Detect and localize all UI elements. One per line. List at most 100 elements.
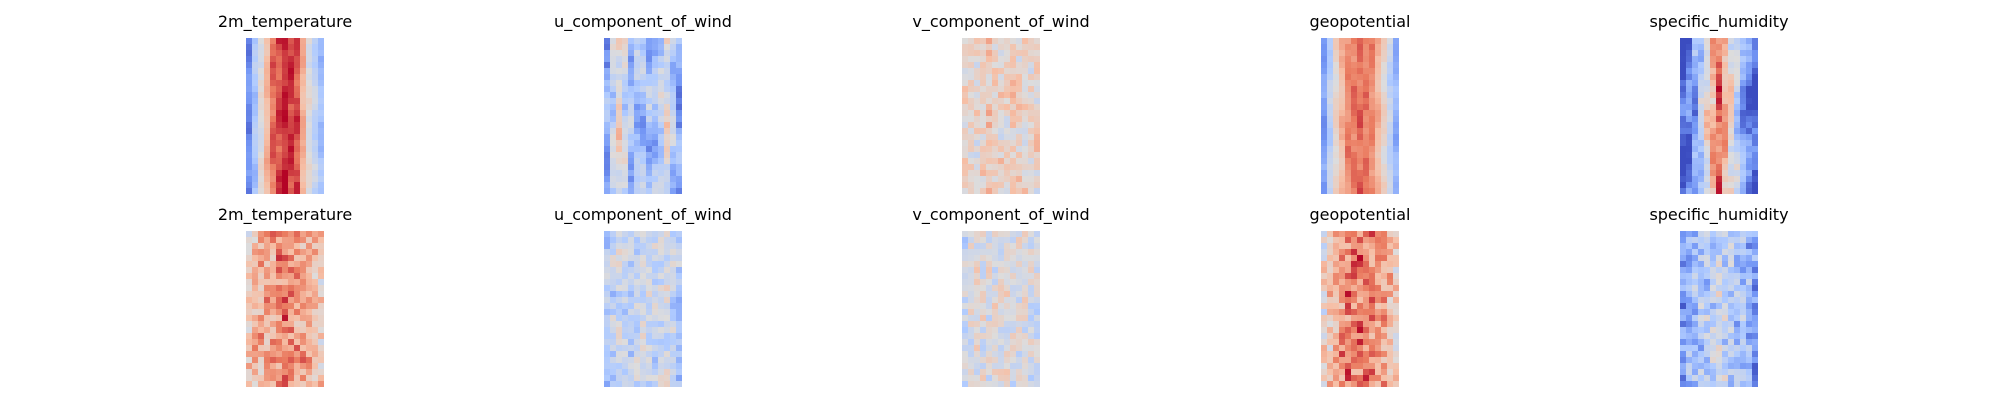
- heatmap-cell: [1351, 237, 1358, 244]
- heatmap-cell: [282, 297, 289, 304]
- heatmap-cell: [1327, 315, 1334, 322]
- heatmap-cell: [1327, 243, 1334, 250]
- panel-title: u_component_of_wind: [554, 205, 732, 224]
- heatmap-cell: [610, 237, 617, 244]
- heatmap-cell: [282, 50, 289, 57]
- heatmap-cell: [1387, 303, 1394, 310]
- heatmap-cell: [986, 116, 993, 123]
- heatmap-cell: [294, 128, 301, 135]
- heatmap-cell: [1698, 327, 1705, 334]
- heatmap-cell: [992, 62, 999, 69]
- heatmap-cell: [306, 273, 313, 280]
- heatmap-cell: [1369, 231, 1376, 238]
- heatmap-cell: [634, 170, 641, 177]
- heatmap-cell: [676, 381, 682, 387]
- heatmap-cell: [652, 158, 659, 165]
- heatmap-cell: [1369, 176, 1376, 183]
- heatmap-cell: [1716, 351, 1723, 358]
- heatmap-cell: [634, 267, 641, 274]
- heatmap-cell: [1381, 98, 1388, 105]
- heatmap-cell: [1357, 333, 1364, 340]
- heatmap-cell: [1369, 255, 1376, 262]
- heatmap-cell: [1321, 122, 1328, 129]
- heatmap-image: [962, 231, 1040, 387]
- heatmap-cell: [604, 170, 611, 177]
- heatmap-cell: [276, 303, 283, 310]
- heatmap-cell: [1369, 375, 1376, 382]
- heatmap-cell: [264, 152, 271, 159]
- heatmap-cell: [1369, 122, 1376, 129]
- heatmap-cell: [1393, 321, 1399, 328]
- heatmap-cell: [1692, 92, 1699, 99]
- heatmap-cell: [1680, 50, 1687, 57]
- heatmap-cell: [968, 140, 975, 147]
- heatmap-cell: [1333, 303, 1340, 310]
- heatmap-cell: [1722, 50, 1729, 57]
- heatmap-cell: [1369, 68, 1376, 75]
- heatmap-cell: [1004, 261, 1011, 268]
- heatmap-cell: [1321, 146, 1328, 153]
- heatmap-cell: [974, 231, 981, 238]
- heatmap-cell: [318, 164, 324, 171]
- heatmap-cell: [622, 146, 629, 153]
- heatmap-cell: [998, 146, 1005, 153]
- heatmap-cell: [1752, 351, 1758, 358]
- heatmap-cell: [288, 122, 295, 129]
- heatmap-cell: [1698, 128, 1705, 135]
- heatmap-cell: [270, 188, 277, 194]
- heatmap-cell: [998, 237, 1005, 244]
- heatmap-cell: [1339, 261, 1346, 268]
- heatmap-cell: [246, 164, 253, 171]
- heatmap-cell: [306, 158, 313, 165]
- heatmap-cell: [628, 38, 635, 45]
- heatmap-cell: [294, 44, 301, 51]
- heatmap-cell: [1339, 297, 1346, 304]
- heatmap-cell: [1387, 56, 1394, 63]
- heatmap-cell: [1363, 68, 1370, 75]
- heatmap-cell: [1345, 44, 1352, 51]
- heatmap-cell: [246, 297, 253, 304]
- heatmap-cell: [670, 110, 677, 117]
- heatmap-cell: [1387, 243, 1394, 250]
- heatmap-cell: [1686, 44, 1693, 51]
- heatmap-cell: [1004, 333, 1011, 340]
- heatmap-cell: [1752, 267, 1758, 274]
- heatmap-cell: [312, 86, 319, 93]
- heatmap-cell: [658, 158, 665, 165]
- heatmap-cell: [1710, 345, 1717, 352]
- heatmap-cell: [306, 68, 313, 75]
- heatmap-cell: [1351, 122, 1358, 129]
- heatmap-cell: [1734, 110, 1741, 117]
- heatmap-cell: [640, 68, 647, 75]
- heatmap-cell: [270, 122, 277, 129]
- heatmap-cell: [676, 279, 682, 286]
- heatmap-cell: [1716, 279, 1723, 286]
- heatmap-cell: [1010, 267, 1017, 274]
- heatmap-cell: [252, 68, 259, 75]
- heatmap-cell: [676, 80, 682, 87]
- heatmap-cell: [1345, 249, 1352, 256]
- heatmap-cell: [1375, 80, 1382, 87]
- heatmap-cell: [1016, 86, 1023, 93]
- heatmap-cell: [634, 176, 641, 183]
- heatmap-cell: [264, 146, 271, 153]
- heatmap-cell: [1381, 255, 1388, 262]
- panel-title: 2m_temperature: [217, 205, 353, 224]
- heatmap-cell: [604, 68, 611, 75]
- heatmap-cell: [1321, 297, 1328, 304]
- heatmap-cell: [264, 86, 271, 93]
- heatmap-cell: [658, 363, 665, 370]
- heatmap-cell: [1010, 140, 1017, 147]
- heatmap-cell: [1686, 303, 1693, 310]
- heatmap-cell: [616, 170, 623, 177]
- heatmap-cell: [1680, 158, 1687, 165]
- heatmap-cell: [300, 182, 307, 189]
- heatmap-cell: [616, 74, 623, 81]
- heatmap-cell: [658, 297, 665, 304]
- heatmap-cell: [1746, 188, 1753, 194]
- heatmap-cell: [1357, 375, 1364, 382]
- heatmap-cell: [1740, 243, 1747, 250]
- heatmap-cell: [1327, 140, 1334, 147]
- heatmap-cell: [604, 56, 611, 63]
- heatmap-cell: [1339, 339, 1346, 346]
